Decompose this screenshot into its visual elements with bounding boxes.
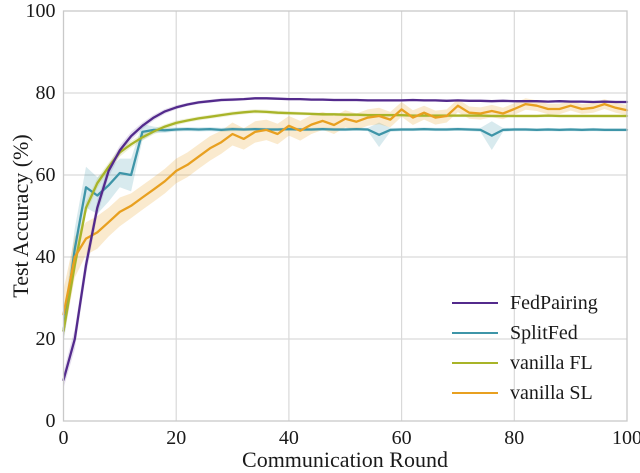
y-tick-label: 20 xyxy=(35,328,56,350)
x-tick-label: 60 xyxy=(391,427,412,449)
legend: FedPairing SplitFed vanilla FL vanilla S… xyxy=(452,288,598,408)
y-tick-label: 0 xyxy=(45,410,56,432)
x-tick-label: 0 xyxy=(58,427,69,449)
x-axis-label: Communication Round xyxy=(242,447,448,472)
x-tick-label: 40 xyxy=(278,427,299,449)
fedpairing-line-swatch xyxy=(452,302,498,304)
x-tick-label: 20 xyxy=(166,427,187,449)
y-axis-label: Test Accuracy (%) xyxy=(8,134,33,298)
x-tick-label: 100 xyxy=(612,427,640,449)
legend-item-vanilla-sl: vanilla SL xyxy=(452,378,598,408)
vanilla-fl-line-swatch xyxy=(452,362,498,364)
legend-item-splitfed: SplitFed xyxy=(452,318,598,348)
y-tick-label: 100 xyxy=(25,0,56,22)
splitfed-line-swatch xyxy=(452,332,498,334)
y-tick-label: 40 xyxy=(35,246,56,268)
y-tick-label: 60 xyxy=(35,164,56,186)
legend-item-vanilla-fl: vanilla FL xyxy=(452,348,598,378)
vanilla-sl-line-swatch xyxy=(452,392,498,394)
x-tick-label: 80 xyxy=(504,427,525,449)
legend-label: FedPairing xyxy=(510,292,598,314)
legend-label: vanilla SL xyxy=(510,382,593,404)
y-tick-label: 80 xyxy=(35,82,56,104)
legend-item-fedpairing: FedPairing xyxy=(452,288,598,318)
legend-label: vanilla FL xyxy=(510,352,593,374)
legend-label: SplitFed xyxy=(510,322,578,344)
